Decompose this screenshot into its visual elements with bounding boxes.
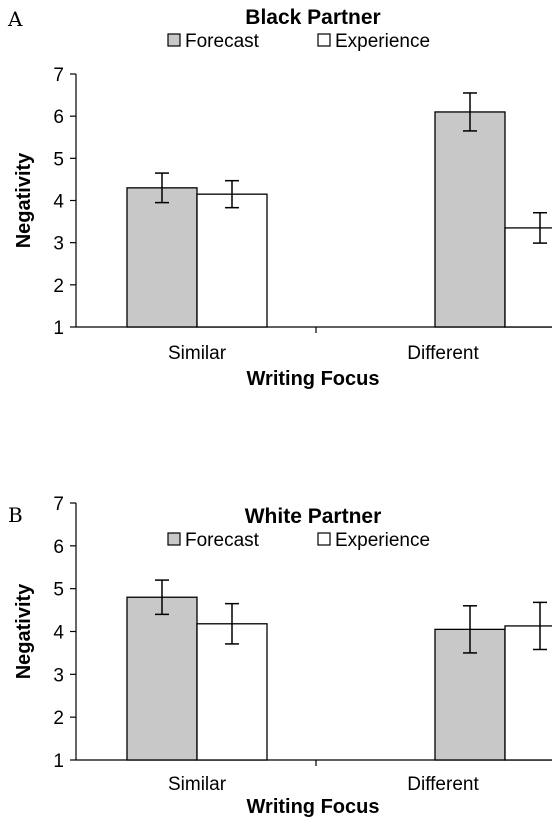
error-bar-forecast-different [463,92,477,132]
y-tick-label: 2 [53,276,64,297]
x-axis-title: Writing Focus [247,796,380,818]
error-bar-experience-different [533,211,547,244]
bar-experience-different [504,625,552,761]
error-bar-forecast-different [463,605,477,654]
y-tick-label: 3 [53,665,64,686]
error-bar-experience-similar [225,179,239,209]
panel-letter: B [8,503,23,527]
chart-title: White Partner [245,505,382,528]
chart-title: Black Partner [245,6,380,29]
legend-label-experience: Experience [335,530,430,551]
y-tick-label: 2 [53,708,64,729]
y-axis-title: Negativity [13,583,35,679]
bar-experience-different [504,227,552,328]
legend-label-forecast: Forecast [185,530,260,551]
panel-letter: A [7,7,23,31]
y-tick-label: 6 [53,537,64,558]
legend-swatch-forecast [167,532,181,546]
y-tick-label: 1 [53,318,64,339]
bar-experience-similar [196,193,268,328]
x-category-label: Similar [168,343,227,364]
y-tick-label: 1 [53,751,64,772]
y-tick-label: 7 [53,65,64,86]
bar-forecast-different [434,111,506,328]
error-bar-forecast-similar [155,579,169,616]
error-bar-experience-different [533,601,547,651]
x-category-label: Different [407,343,479,364]
x-category-label: Similar [168,774,227,795]
y-tick-label: 3 [53,234,64,255]
legend: Forecast Experience [167,31,430,52]
y-tick-label: 5 [53,149,64,170]
y-tick-label: 6 [53,107,64,128]
y-tick-label: 7 [53,494,64,515]
legend-swatch-forecast [167,33,181,47]
bar-forecast-similar [126,187,198,328]
bar-forecast-similar [126,596,198,761]
y-tick-label: 5 [53,580,64,601]
legend-label-experience: Experience [335,31,430,52]
y-axis-title: Negativity [13,152,35,248]
legend: Forecast Experience [167,530,430,551]
legend-label-forecast: Forecast [185,31,260,52]
legend-swatch-experience [317,532,331,546]
x-category-label: Different [407,774,479,795]
y-tick-label: 4 [53,623,64,644]
bar-experience-similar [196,623,268,761]
error-bar-forecast-similar [155,172,169,204]
error-bar-experience-similar [225,602,239,645]
y-tick-label: 4 [53,192,64,213]
x-axis-title: Writing Focus [247,368,380,390]
legend-swatch-experience [317,33,331,47]
